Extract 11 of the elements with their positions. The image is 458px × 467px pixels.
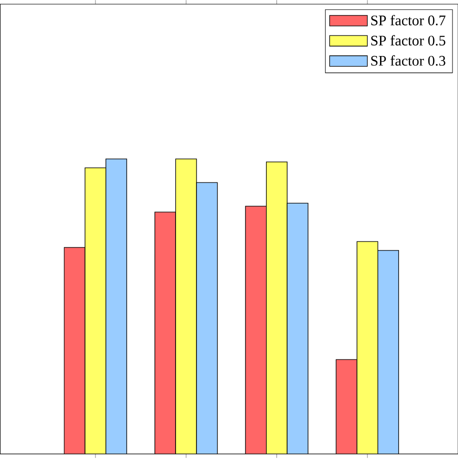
bar bbox=[244, 206, 266, 454]
bar bbox=[336, 359, 358, 454]
legend-label: SP factor 0.7 bbox=[371, 14, 446, 26]
bar bbox=[356, 241, 378, 454]
legend-label: SP factor 0.5 bbox=[371, 35, 446, 46]
bar bbox=[266, 162, 288, 454]
bar bbox=[64, 247, 86, 454]
bar bbox=[154, 212, 176, 454]
legend-label: SP factor 0.3 bbox=[371, 55, 446, 66]
bar bbox=[175, 158, 197, 454]
bar bbox=[84, 167, 106, 454]
